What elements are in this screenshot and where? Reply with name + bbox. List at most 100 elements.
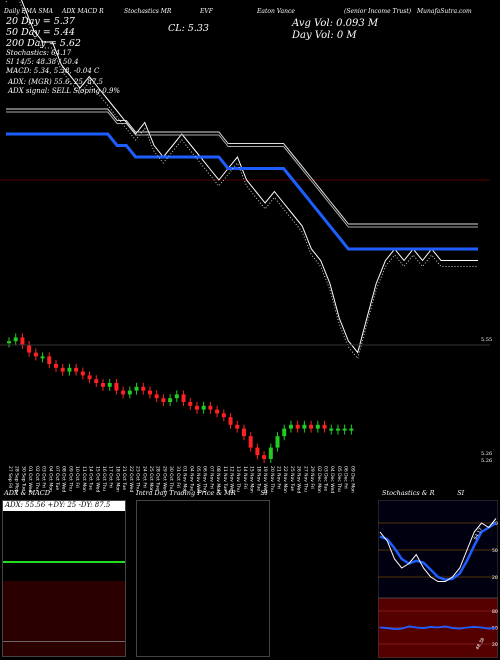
candle-body xyxy=(342,428,347,431)
x-tick-label: 30 Sep Tue xyxy=(20,466,26,491)
candle-body xyxy=(335,428,340,431)
candle-body xyxy=(74,367,79,372)
candle-body xyxy=(100,383,105,387)
candle-body xyxy=(121,390,126,395)
price-label-mid: 5.26 xyxy=(481,451,493,457)
candle-body xyxy=(147,390,152,395)
x-tick-label: 10 Oct Fri xyxy=(74,466,80,488)
x-tick-label: 15 Nov Mon xyxy=(249,466,255,493)
candle-body xyxy=(107,383,112,387)
candle-body xyxy=(221,413,226,418)
adx-label: ADX: (MGR) 55.6, 25, 87.5 xyxy=(8,78,103,86)
x-tick-label: 23 Oct Thu xyxy=(135,466,141,491)
x-tick-label: 06 Nov Thu xyxy=(202,466,208,492)
candle-body xyxy=(268,447,273,459)
candle-body xyxy=(208,405,213,410)
candle-body xyxy=(315,424,320,429)
candle-body xyxy=(228,417,233,425)
candle-body xyxy=(194,405,199,410)
x-tick-label: 25 Oct Mon xyxy=(148,466,154,492)
x-tick-label: 14 Nov Fri xyxy=(242,466,248,489)
header-site: MunafaSutra.com xyxy=(417,8,472,15)
candle-body xyxy=(241,428,246,437)
candle-body xyxy=(295,424,300,429)
candle-body xyxy=(134,386,139,391)
x-tick-label: 25 Nov Tue xyxy=(289,466,295,491)
x-tick-label: 24 Oct Fri xyxy=(141,466,147,488)
avg-vol-label: Avg Vol: 0.093 M xyxy=(292,18,379,29)
x-tick-label: 11 Nov Tue xyxy=(222,466,228,491)
x-tick-label: 07 Oct Tue xyxy=(54,466,60,490)
candle-body xyxy=(114,383,119,391)
candle-body xyxy=(188,402,193,406)
x-tick-label: 18 Nov Tue xyxy=(255,466,261,491)
moving-average-lines xyxy=(5,0,478,360)
adx-panel: ADX: 55.56 +DY: 25 -DY: 87.5 xyxy=(2,500,126,657)
x-tick-label: 29 Nov Fri xyxy=(309,466,315,489)
x-tick-label: 02 Dec Mon xyxy=(316,466,322,493)
candle-body xyxy=(87,375,92,380)
stoch-level-label: 20 xyxy=(492,575,498,581)
x-tick-label: 28 Oct Tue xyxy=(155,466,161,490)
x-tick-label: 05 Nov Wed xyxy=(195,466,201,493)
rsi-level-label: 20 xyxy=(492,642,498,648)
candle-body xyxy=(154,394,159,399)
x-tick-label: 26 Nov Wed xyxy=(296,466,302,493)
candle-body xyxy=(275,436,280,448)
x-tick-label: 11 Oct Mon xyxy=(81,466,87,492)
x-tick-label: 04 Dec Wed xyxy=(329,466,335,493)
candle-body xyxy=(7,341,11,344)
x-tick-label: 30 Oct Thu xyxy=(168,466,174,491)
x-tick-label: 27 Sep Fri xyxy=(7,466,13,488)
adx-values-bar: ADX: 55.56 +DY: 25 -DY: 87.5 xyxy=(3,501,125,511)
candle-body xyxy=(235,424,240,429)
x-tick-label: 27 Nov Thu xyxy=(302,466,308,492)
x-tick-label: 03 Dec Tue xyxy=(323,466,329,491)
candle-body xyxy=(161,398,166,402)
x-tick-label: 04 Oct Mon xyxy=(47,466,53,492)
x-tick-label: 01 Oct Wed xyxy=(27,466,33,492)
candle-body xyxy=(349,428,354,431)
x-tick-label: 12 Nov Wed xyxy=(229,466,235,493)
upper-band-line-2 xyxy=(6,108,478,225)
candle-body xyxy=(168,398,173,402)
candle-body xyxy=(262,455,267,459)
x-tick-label: 08 Oct Wed xyxy=(61,466,67,492)
price-line xyxy=(20,0,478,354)
x-tick-label: 02 Oct Thu xyxy=(34,466,40,491)
stoch-value-label: 64.17 xyxy=(473,527,485,541)
x-tick-label: 03 Oct Fri xyxy=(41,466,47,488)
candle-body xyxy=(255,447,260,456)
x-tick-label: 06 Dec Fri xyxy=(343,466,349,489)
x-tick-label: 31 Oct Fri xyxy=(175,466,181,488)
intraday-panel-title: Intra Day Trading Price & MR SI xyxy=(136,489,268,497)
candle-body xyxy=(53,364,58,368)
x-tick-label: 22 Oct Wed xyxy=(128,466,134,492)
x-tick-label: 28 Sep Mon xyxy=(14,466,20,493)
header-top-line: Daily EMA SMA xyxy=(4,8,53,15)
rsi-level-label: 80 xyxy=(492,609,498,615)
candle-body xyxy=(20,337,25,345)
rsi-line xyxy=(379,625,497,631)
candle-body xyxy=(174,394,179,399)
adx-panel-title: ADX & MACD xyxy=(4,489,50,497)
x-tick-label: 01 Nov Mon xyxy=(182,466,188,493)
x-tick-label: 22 Nov Mon xyxy=(282,466,288,493)
stoch-k-line xyxy=(379,518,497,582)
ema50-label: 50 Day = 5.44 xyxy=(6,27,75,38)
ema20-line xyxy=(6,132,478,251)
x-axis-tick-labels: 27 Sep Fri 28 Sep Mon 30 Sep Tue 01 Oct Wed… xyxy=(7,466,355,493)
header-company: Eaton Vance xyxy=(257,8,295,15)
stoch-level-label: 50 xyxy=(492,548,498,554)
x-tick-label: 17 Oct Fri xyxy=(108,466,114,488)
x-tick-label: 09 Dec Mon xyxy=(349,466,355,493)
x-tick-label: 14 Oct Tue xyxy=(88,466,94,490)
header-stoch: Stochastics MR xyxy=(124,8,172,15)
candle-body xyxy=(127,390,132,395)
x-tick-label: 21 Oct Tue xyxy=(121,466,127,490)
candle-body xyxy=(288,424,293,429)
x-tick-label: 20 Nov Thu xyxy=(269,466,275,492)
